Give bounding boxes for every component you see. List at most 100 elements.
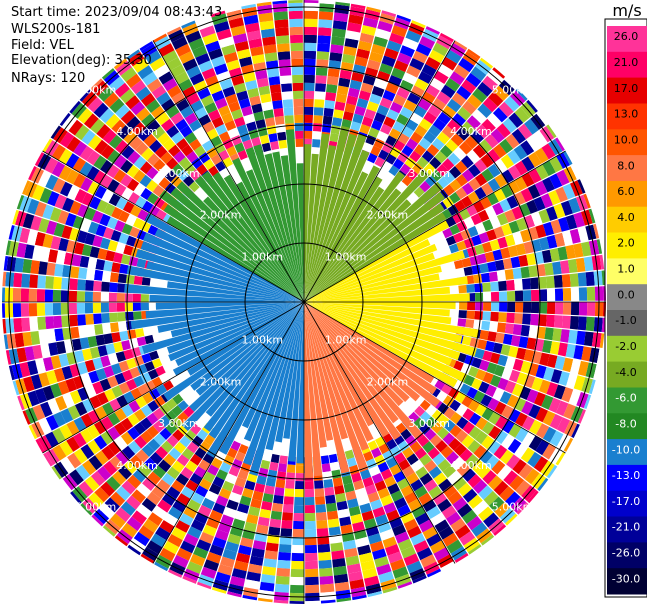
noise-gate	[117, 125, 132, 140]
noise-gate	[563, 151, 573, 166]
noise-gate	[315, 75, 327, 84]
noise-gate	[514, 443, 529, 459]
noise-gate	[563, 437, 574, 452]
noise-gate	[232, 518, 246, 530]
noise-gate	[121, 522, 138, 538]
noise-gate	[109, 282, 118, 293]
noise-gate	[143, 133, 157, 147]
velocity-gate-approaching	[145, 302, 304, 319]
noise-gate	[461, 79, 477, 94]
noise-gate	[129, 226, 140, 238]
noise-gate	[36, 289, 46, 302]
noise-gate	[100, 355, 111, 368]
noise-gate	[459, 383, 471, 395]
noise-gate	[282, 99, 293, 108]
colorbar-cells: 26.021.017.013.010.08.06.04.02.01.00.0-1…	[607, 26, 647, 595]
noise-gate	[493, 143, 507, 159]
noise-gate	[50, 383, 62, 398]
noise-gate	[439, 32, 454, 43]
noise-gate	[323, 479, 334, 489]
noise-gate	[453, 147, 467, 160]
noise-gate	[92, 302, 102, 314]
noise-gate	[129, 454, 144, 469]
noise-gate	[36, 303, 46, 316]
noise-gate	[515, 480, 531, 496]
colorbar-cell	[607, 464, 647, 492]
velocity-gate-approaching	[163, 302, 304, 401]
noise-gate	[535, 224, 547, 239]
noise-gate	[135, 396, 147, 409]
noise-gate	[465, 72, 482, 88]
noise-gate	[100, 159, 114, 174]
range-label: 2.00km	[200, 375, 242, 388]
noise-gate	[28, 303, 38, 317]
noise-gate	[165, 422, 178, 435]
noise-gate	[399, 45, 415, 58]
noise-gate	[489, 496, 505, 512]
noise-gate	[70, 266, 80, 279]
noise-gate	[330, 542, 344, 552]
noise-gate	[243, 72, 256, 83]
noise-gate	[238, 544, 252, 556]
noise-gate	[99, 108, 115, 124]
noise-gate	[237, 469, 249, 480]
noise-gate	[500, 247, 511, 259]
noise-gate	[461, 395, 473, 408]
noise-gate	[451, 92, 467, 107]
noise-gate	[342, 53, 356, 64]
noise-gate	[367, 533, 382, 545]
noise-gate	[466, 115, 481, 130]
noise-gate	[468, 164, 481, 178]
noise-gate	[421, 63, 437, 77]
noise-gate	[181, 448, 194, 460]
noise-gate	[475, 417, 488, 431]
noise-gate	[171, 405, 183, 417]
noise-gate	[274, 19, 289, 29]
noise-gate	[81, 192, 94, 207]
noise-gate	[304, 520, 316, 530]
noise-gate	[102, 323, 112, 334]
noise-gate	[477, 81, 493, 97]
noise-gate	[526, 199, 539, 214]
noise-gate	[577, 316, 587, 331]
noise-gate	[389, 464, 402, 476]
colorbar-tick-label: 6.0	[617, 185, 635, 198]
noise-gate	[423, 111, 437, 125]
noise-gate	[30, 260, 40, 275]
noise-gate	[304, 10, 318, 20]
noise-gate	[540, 193, 553, 209]
noise-gate	[208, 483, 222, 495]
noise-gate	[87, 335, 98, 348]
velocity-gate-approaching-weak-n	[304, 125, 350, 303]
noise-gate	[189, 472, 203, 485]
noise-gate	[546, 354, 558, 368]
noise-gate	[180, 540, 196, 554]
noise-gate	[202, 524, 217, 537]
noise-gate	[61, 277, 70, 290]
velocity-gate-approaching	[143, 232, 304, 302]
noise-gate	[479, 263, 489, 274]
noise-gate	[146, 179, 158, 192]
noise-gate	[481, 118, 496, 134]
noise-gate	[581, 346, 592, 362]
noise-gate	[147, 471, 161, 485]
noise-gate	[232, 484, 244, 496]
noise-gate	[536, 423, 550, 439]
noise-gate	[147, 438, 161, 452]
noise-gate	[38, 418, 52, 435]
velocity-gate-approaching-weak	[201, 171, 304, 302]
noise-gate	[507, 302, 516, 313]
noise-gate	[440, 84, 456, 99]
noise-gate	[72, 215, 85, 230]
noise-gate	[50, 125, 62, 139]
noise-gate	[236, 48, 251, 60]
noise-gate	[443, 484, 458, 499]
noise-gate	[215, 495, 229, 507]
noise-gate	[180, 105, 194, 119]
noise-gate	[142, 477, 156, 491]
noise-gate	[53, 368, 66, 383]
noise-gate	[506, 454, 521, 470]
noise-gate	[219, 462, 232, 473]
velocity-gate-approaching	[243, 302, 304, 442]
noise-gate	[506, 279, 515, 291]
